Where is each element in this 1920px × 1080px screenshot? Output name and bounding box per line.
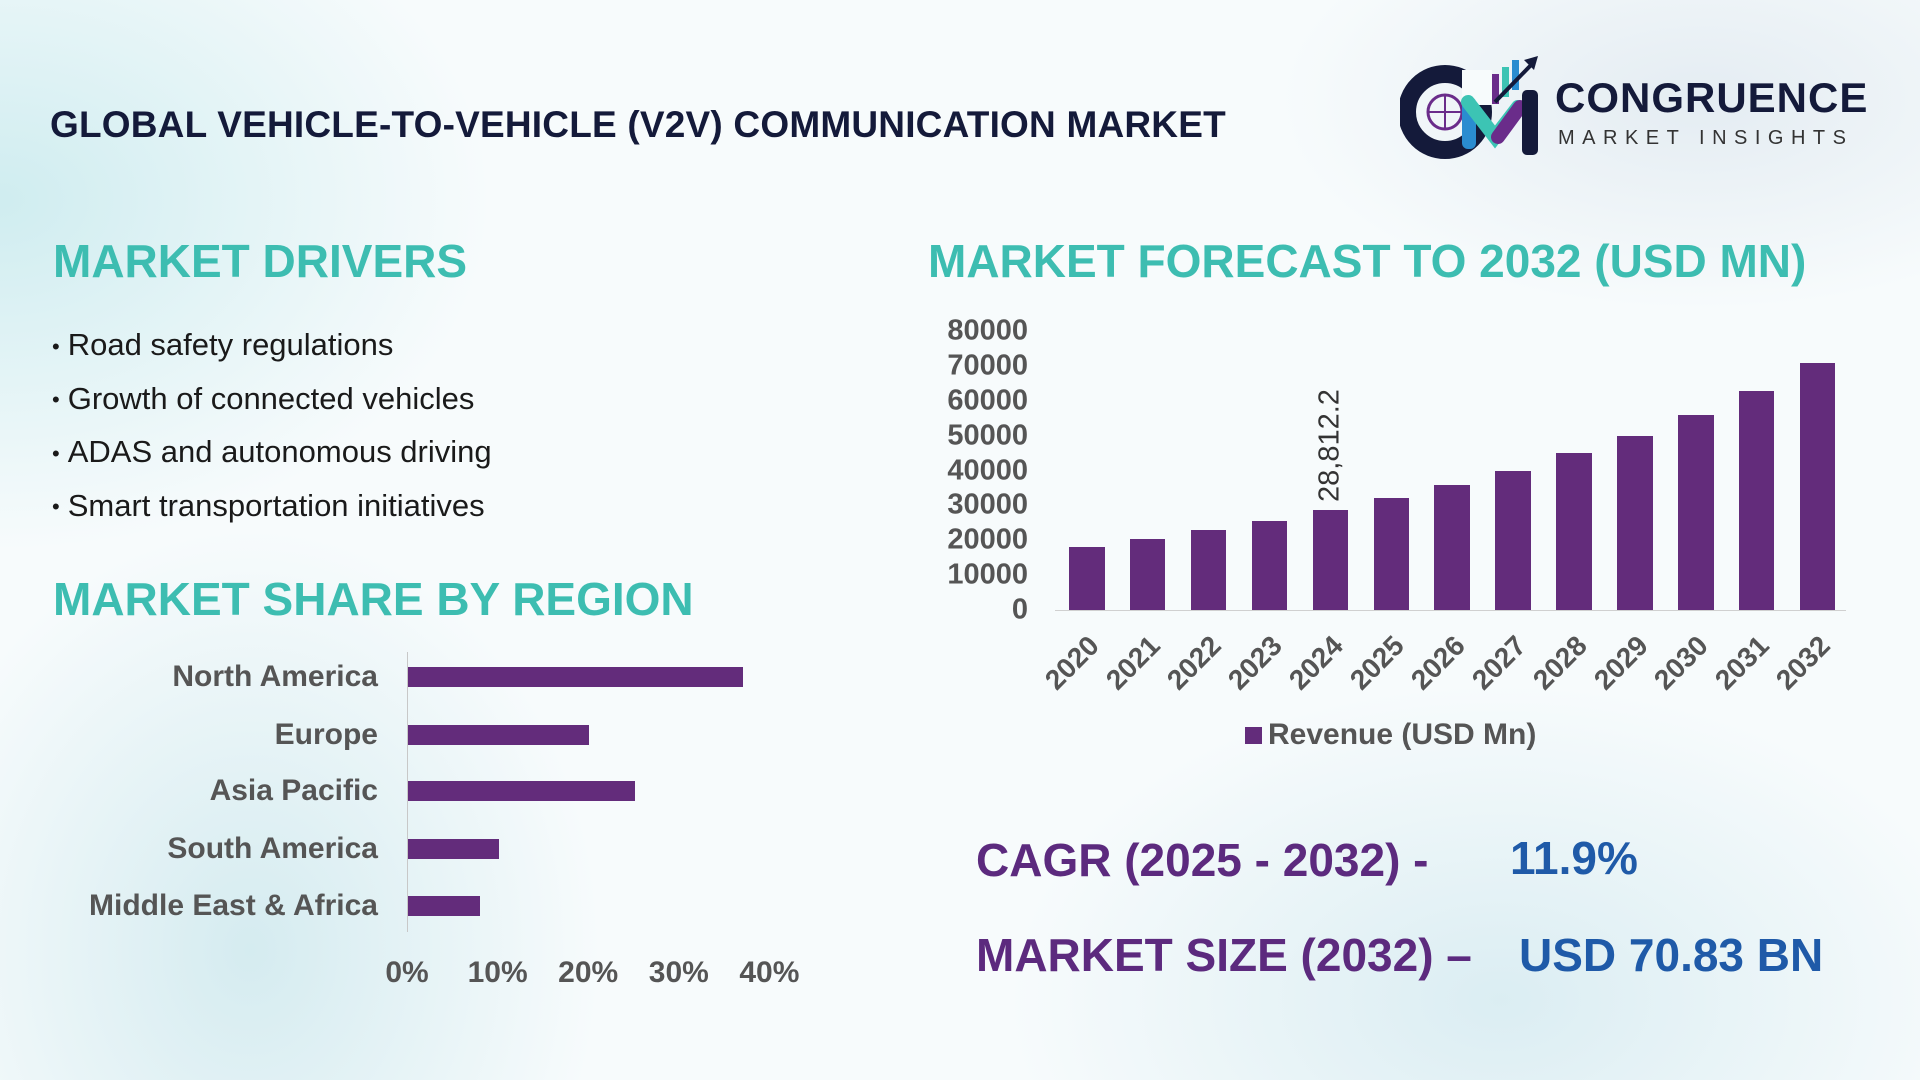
forecast-bar <box>1190 530 1227 610</box>
x-tick-label: 20% <box>558 956 619 989</box>
forecast-bar <box>1738 390 1775 610</box>
driver-item: • ADAS and autonomous driving <box>52 434 492 470</box>
chart-legend: Revenue (USD Mn) <box>1245 718 1536 752</box>
forecast-bar <box>1373 498 1409 610</box>
region-bar <box>408 839 499 859</box>
driver-text: Smart transportation initiatives <box>67 487 485 523</box>
logo-wordmark: CONGRUENCE <box>1555 74 1869 121</box>
y-tick-label: 30000 <box>947 488 1028 521</box>
y-tick-label: 70000 <box>947 349 1028 382</box>
y-tick-label: 50000 <box>947 419 1028 452</box>
region-label: South America <box>167 832 378 865</box>
region-label: Asia Pacific <box>209 774 378 807</box>
x-tick-label: 2026 <box>1404 629 1471 696</box>
bullet-icon: • <box>52 387 60 413</box>
forecast-bar <box>1251 521 1288 610</box>
logo-tagline: MARKET INSIGHTS <box>1558 127 1854 149</box>
region-heading: MARKET SHARE BY REGION <box>53 573 694 625</box>
region-bar <box>408 896 481 916</box>
forecast-bar <box>1069 547 1105 610</box>
driver-text: Growth of connected vehicles <box>67 380 475 416</box>
x-tick-label: 2030 <box>1648 629 1715 696</box>
axis-line <box>407 652 408 932</box>
y-tick-label: 80000 <box>947 314 1028 347</box>
bullet-icon: • <box>52 494 60 520</box>
region-bar <box>408 667 744 687</box>
page-title: GLOBAL VEHICLE-TO-VEHICLE (V2V) COMMUNIC… <box>50 104 1226 145</box>
x-tick-label: 2025 <box>1343 629 1410 696</box>
legend-swatch <box>1245 727 1262 744</box>
x-tick-label: 2023 <box>1222 629 1289 696</box>
forecast-bar <box>1799 362 1836 610</box>
cagr-value: 11.9% <box>1510 832 1638 884</box>
region-bar <box>408 725 590 745</box>
axis-line <box>1055 610 1846 611</box>
y-tick-label: 10000 <box>947 558 1028 591</box>
x-tick-label: 2031 <box>1709 629 1776 696</box>
bullet-icon: • <box>52 440 60 466</box>
x-tick-label: 30% <box>648 956 709 989</box>
x-tick-label: 2029 <box>1587 629 1654 696</box>
x-tick-label: 2021 <box>1100 629 1167 696</box>
logo-mark-icon <box>1400 56 1538 159</box>
driver-item: • Smart transportation initiatives <box>52 488 485 524</box>
drivers-heading: MARKET DRIVERS <box>53 235 468 287</box>
cagr-label: CAGR (2025 - 2032) - <box>976 834 1429 886</box>
forecast-bar <box>1434 485 1470 610</box>
region-label: Europe <box>274 718 378 751</box>
driver-text: ADAS and autonomous driving <box>67 434 492 469</box>
market-size-label: MARKET SIZE (2032) – <box>976 929 1472 981</box>
region-label: Middle East & Africa <box>89 889 378 922</box>
market-size-value: USD 70.83 BN <box>1519 929 1824 981</box>
x-tick-label: 2020 <box>1039 629 1106 696</box>
x-tick-label: 0% <box>385 956 429 989</box>
forecast-bar <box>1312 509 1349 610</box>
y-tick-label: 60000 <box>947 384 1028 417</box>
forecast-heading: MARKET FORECAST TO 2032 (USD MN) <box>928 235 1807 287</box>
bullet-icon: • <box>52 333 60 359</box>
forecast-bar <box>1495 470 1531 610</box>
logo: CONGRUENCE MARKET INSIGHTS <box>1400 52 1880 162</box>
data-label: 28,812.2 <box>1313 388 1346 502</box>
x-tick-label: 2024 <box>1282 629 1349 696</box>
region-bar <box>408 781 635 801</box>
y-tick-label: 0 <box>1011 593 1028 626</box>
region-label: North America <box>172 660 378 693</box>
y-tick-label: 20000 <box>947 523 1028 556</box>
forecast-bar <box>1556 453 1592 610</box>
legend-label: Revenue (USD Mn) <box>1268 718 1537 751</box>
x-tick-label: 10% <box>467 956 528 989</box>
x-tick-label: 2022 <box>1161 629 1228 696</box>
y-tick-label: 40000 <box>947 454 1028 486</box>
forecast-bar <box>1129 539 1166 610</box>
driver-text: Road safety regulations <box>67 327 394 362</box>
driver-item: • Road safety regulations <box>52 327 393 363</box>
x-tick-label: 2032 <box>1770 629 1837 696</box>
x-tick-label: 2027 <box>1465 629 1532 696</box>
driver-item: • Growth of connected vehicles <box>52 381 474 417</box>
forecast-bar <box>1678 414 1714 610</box>
x-tick-label: 2028 <box>1526 629 1593 696</box>
forecast-bar <box>1617 435 1653 610</box>
x-tick-label: 40% <box>739 956 800 989</box>
